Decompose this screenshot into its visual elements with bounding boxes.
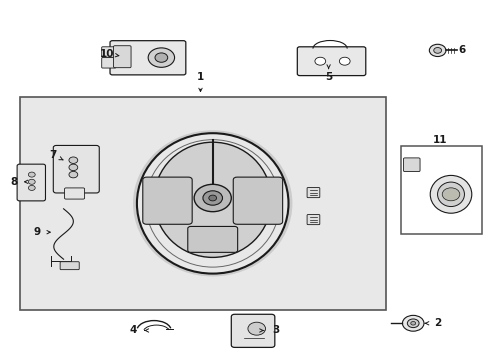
Bar <box>400 146 481 234</box>
Circle shape <box>410 321 415 325</box>
Circle shape <box>433 48 441 53</box>
Circle shape <box>339 57 349 65</box>
Ellipse shape <box>437 182 464 207</box>
Circle shape <box>148 48 174 67</box>
Bar <box>20 97 386 310</box>
FancyBboxPatch shape <box>17 164 45 201</box>
Circle shape <box>69 164 78 171</box>
FancyBboxPatch shape <box>102 47 116 57</box>
Ellipse shape <box>133 130 292 276</box>
Text: 5: 5 <box>325 72 331 82</box>
Circle shape <box>155 53 167 62</box>
Text: 3: 3 <box>272 325 279 336</box>
FancyBboxPatch shape <box>297 47 365 76</box>
FancyBboxPatch shape <box>233 177 282 224</box>
FancyBboxPatch shape <box>187 226 237 252</box>
Circle shape <box>402 315 423 331</box>
Circle shape <box>203 191 222 205</box>
FancyBboxPatch shape <box>110 41 185 75</box>
Circle shape <box>69 171 78 178</box>
Text: 1: 1 <box>197 72 203 82</box>
Ellipse shape <box>154 142 271 257</box>
Text: 7: 7 <box>49 150 57 160</box>
Circle shape <box>441 188 459 201</box>
FancyBboxPatch shape <box>306 215 319 225</box>
Circle shape <box>28 185 35 190</box>
Circle shape <box>28 179 35 184</box>
FancyBboxPatch shape <box>403 158 419 172</box>
Text: 2: 2 <box>433 318 440 328</box>
FancyBboxPatch shape <box>306 188 319 198</box>
Text: 6: 6 <box>458 45 465 55</box>
FancyBboxPatch shape <box>64 188 84 199</box>
Circle shape <box>428 44 445 57</box>
Text: 8: 8 <box>10 177 17 187</box>
Text: 11: 11 <box>432 135 447 145</box>
FancyBboxPatch shape <box>53 145 99 193</box>
Circle shape <box>314 57 325 65</box>
Ellipse shape <box>429 175 471 213</box>
Text: 10: 10 <box>99 49 114 59</box>
FancyBboxPatch shape <box>231 314 274 347</box>
Circle shape <box>28 172 35 177</box>
Circle shape <box>208 195 216 201</box>
Circle shape <box>194 184 231 212</box>
Text: 4: 4 <box>129 325 137 336</box>
Text: 9: 9 <box>33 227 40 237</box>
Ellipse shape <box>137 133 288 274</box>
FancyBboxPatch shape <box>102 58 116 68</box>
Circle shape <box>247 322 265 335</box>
FancyBboxPatch shape <box>60 262 79 270</box>
Circle shape <box>407 319 418 328</box>
FancyBboxPatch shape <box>113 46 131 68</box>
Circle shape <box>69 157 78 163</box>
FancyBboxPatch shape <box>142 177 192 224</box>
